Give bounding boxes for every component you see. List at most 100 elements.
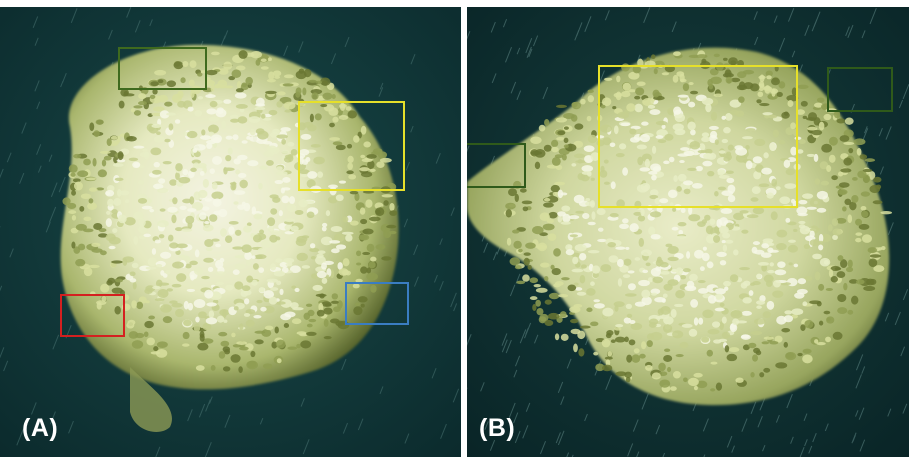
coral-polyp	[612, 105, 617, 110]
coral-polyp	[330, 300, 339, 304]
coral-polyp	[210, 51, 220, 56]
coral-polyp	[573, 153, 586, 159]
coral-polyp	[356, 250, 362, 257]
coral-polyp	[110, 135, 118, 140]
coral-polyp	[626, 103, 636, 112]
coral-polyp	[840, 259, 848, 269]
coral-polyp	[346, 143, 353, 149]
coral-polyp	[761, 264, 768, 272]
coral-polyp	[742, 69, 755, 75]
coral-polyp	[522, 274, 530, 282]
particle-streak	[467, 145, 470, 153]
coral-polyp	[632, 65, 642, 74]
coral-polyp	[758, 183, 770, 188]
coral-polyp	[570, 114, 578, 122]
coral-polyp	[587, 221, 596, 226]
particle-streak	[450, 292, 457, 308]
coral-polyp	[676, 185, 682, 192]
coral-polyp	[275, 166, 283, 171]
coral-polyp	[625, 377, 631, 383]
particle-streak	[30, 402, 37, 415]
coral-polyp	[741, 229, 749, 234]
coral-polyp	[662, 293, 668, 298]
coral-polyp	[323, 335, 332, 340]
particle-streak	[566, 452, 570, 457]
coral-polyp	[183, 319, 192, 327]
coral-polyp	[763, 336, 775, 340]
coral-polyp	[96, 300, 107, 306]
coral-polyp	[803, 244, 811, 250]
particle-streak	[149, 19, 153, 27]
coral-polyp	[682, 83, 690, 92]
coral-polyp	[674, 128, 686, 136]
coral-polyp	[518, 248, 523, 253]
coral-polyp	[806, 206, 817, 210]
coral-polyp	[193, 323, 201, 332]
coral-polyp	[709, 130, 718, 139]
coral-polyp	[204, 289, 214, 299]
coral-polyp	[201, 275, 210, 280]
panel-a-photo: (A)	[0, 7, 461, 457]
coral-polyp	[560, 192, 568, 196]
coral-polyp	[725, 112, 733, 121]
coral-polyp	[175, 171, 180, 181]
coral-polyp	[296, 343, 301, 349]
red-box	[60, 294, 125, 337]
coral-polyp	[280, 299, 292, 308]
coral-polyp	[586, 307, 593, 313]
coral-polyp	[197, 96, 204, 100]
coral-polyp	[821, 143, 833, 153]
coral-polyp	[331, 293, 339, 300]
particle-streak	[48, 206, 57, 223]
coral-polyp	[707, 170, 715, 177]
panel-label-b: (B)	[479, 414, 516, 442]
coral-polyp	[623, 258, 632, 266]
coral-polyp	[119, 190, 130, 196]
coral-polyp	[651, 145, 657, 154]
coral-polyp	[718, 150, 726, 154]
particle-streak	[898, 99, 904, 109]
coral-polyp	[765, 70, 773, 77]
coral-polyp	[855, 232, 863, 236]
coral-polyp	[645, 364, 653, 371]
coral-polyp	[575, 287, 583, 291]
coral-polyp	[349, 220, 359, 226]
coral-polyp	[746, 214, 759, 219]
coral-polyp	[73, 153, 82, 159]
coral-polyp	[177, 100, 186, 108]
particle-streak	[492, 251, 498, 261]
coral-polyp	[608, 255, 619, 263]
coral-polyp	[214, 271, 227, 276]
coral-polyp	[257, 247, 267, 254]
coral-polyp	[212, 198, 222, 207]
coral-polyp	[143, 331, 149, 338]
coral-polyp	[633, 211, 643, 216]
coral-polyp	[313, 156, 325, 165]
coral-polyp	[193, 299, 206, 309]
coral-polyp	[252, 234, 263, 243]
particle-streak	[576, 22, 583, 36]
coral-polyp	[816, 207, 827, 213]
coral-polyp	[166, 80, 177, 88]
coral-polyp	[719, 260, 727, 266]
coral-polyp	[771, 178, 778, 187]
coral-polyp	[206, 302, 217, 307]
particle-streak	[864, 126, 868, 134]
coral-polyp	[182, 60, 189, 68]
coral-polyp	[687, 121, 696, 131]
coral-polyp	[586, 115, 592, 122]
particle-streak	[516, 47, 521, 55]
panel-label-a: (A)	[22, 414, 59, 442]
coral-polyp	[672, 330, 684, 339]
particle-streak	[439, 280, 444, 291]
particle-streak	[467, 31, 471, 40]
coral-polyp	[229, 114, 239, 119]
coral-polyp	[748, 342, 757, 349]
coral-photo-b	[467, 7, 909, 457]
coral-polyp	[68, 164, 78, 173]
particle-streak	[855, 354, 864, 371]
coral-polyp	[535, 299, 541, 307]
coral-polyp	[873, 265, 885, 273]
coral-polyp	[710, 361, 718, 365]
coral-polyp	[143, 233, 151, 238]
